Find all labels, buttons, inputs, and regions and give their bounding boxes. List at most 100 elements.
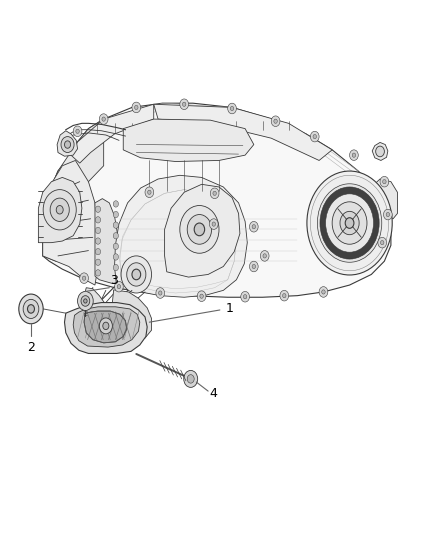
- Circle shape: [117, 285, 120, 289]
- Circle shape: [250, 261, 258, 272]
- Circle shape: [95, 248, 101, 255]
- Circle shape: [102, 117, 106, 121]
- Polygon shape: [64, 303, 147, 353]
- Circle shape: [19, 294, 43, 324]
- Circle shape: [325, 194, 374, 252]
- Circle shape: [252, 224, 255, 229]
- Circle shape: [197, 291, 206, 302]
- Circle shape: [134, 106, 138, 110]
- Circle shape: [28, 305, 35, 313]
- Polygon shape: [369, 179, 397, 219]
- Circle shape: [113, 222, 118, 228]
- Polygon shape: [154, 104, 332, 160]
- Circle shape: [99, 114, 108, 124]
- Circle shape: [230, 107, 234, 111]
- Circle shape: [132, 102, 141, 113]
- Circle shape: [121, 256, 152, 293]
- Polygon shape: [71, 104, 154, 163]
- Circle shape: [81, 296, 90, 306]
- Circle shape: [103, 322, 109, 329]
- Circle shape: [350, 150, 358, 160]
- Polygon shape: [81, 288, 116, 343]
- Circle shape: [252, 264, 255, 269]
- Polygon shape: [43, 160, 97, 285]
- Circle shape: [113, 243, 118, 249]
- Circle shape: [194, 223, 205, 236]
- Circle shape: [148, 190, 151, 195]
- Circle shape: [95, 206, 101, 213]
- Circle shape: [113, 212, 118, 217]
- Circle shape: [76, 129, 79, 133]
- Circle shape: [381, 240, 384, 245]
- Polygon shape: [123, 119, 254, 161]
- Circle shape: [307, 171, 392, 275]
- Circle shape: [280, 290, 289, 301]
- Circle shape: [228, 103, 237, 114]
- Circle shape: [209, 219, 218, 229]
- Circle shape: [95, 216, 101, 223]
- Circle shape: [213, 191, 216, 196]
- Circle shape: [274, 119, 277, 123]
- Circle shape: [113, 264, 118, 271]
- Circle shape: [313, 134, 317, 139]
- Circle shape: [132, 269, 141, 280]
- Text: 4: 4: [209, 387, 217, 400]
- Circle shape: [145, 187, 154, 198]
- Polygon shape: [115, 175, 247, 297]
- Circle shape: [250, 221, 258, 232]
- Circle shape: [95, 227, 101, 233]
- Circle shape: [378, 237, 387, 248]
- Circle shape: [113, 201, 118, 207]
- Circle shape: [156, 288, 165, 298]
- Circle shape: [263, 254, 266, 258]
- Circle shape: [210, 188, 219, 199]
- Circle shape: [319, 287, 328, 297]
- Circle shape: [95, 270, 101, 276]
- Circle shape: [61, 136, 74, 152]
- Polygon shape: [43, 119, 104, 261]
- Circle shape: [113, 254, 118, 260]
- Circle shape: [64, 141, 71, 148]
- Circle shape: [183, 102, 186, 107]
- Polygon shape: [39, 177, 82, 243]
- Circle shape: [260, 251, 269, 261]
- Circle shape: [244, 295, 247, 299]
- Circle shape: [212, 222, 215, 226]
- Circle shape: [352, 153, 356, 157]
- Circle shape: [345, 217, 354, 228]
- Polygon shape: [57, 131, 78, 156]
- Circle shape: [56, 206, 63, 214]
- Circle shape: [180, 99, 188, 110]
- Polygon shape: [165, 184, 240, 277]
- Circle shape: [322, 290, 325, 294]
- Polygon shape: [43, 103, 391, 297]
- Circle shape: [376, 146, 385, 157]
- Circle shape: [80, 273, 88, 284]
- Circle shape: [386, 213, 390, 216]
- Text: 3: 3: [110, 273, 118, 287]
- Circle shape: [380, 176, 389, 187]
- Circle shape: [187, 215, 212, 244]
- Circle shape: [82, 276, 86, 280]
- Circle shape: [84, 299, 87, 303]
- Circle shape: [113, 232, 118, 239]
- Circle shape: [384, 209, 392, 220]
- Circle shape: [318, 184, 382, 262]
- Circle shape: [283, 294, 286, 298]
- Circle shape: [332, 202, 367, 244]
- Circle shape: [383, 180, 386, 184]
- Circle shape: [340, 212, 359, 235]
- Circle shape: [311, 175, 389, 271]
- Polygon shape: [84, 311, 127, 343]
- Text: 1: 1: [226, 302, 233, 316]
- Circle shape: [95, 238, 101, 244]
- Circle shape: [43, 190, 76, 230]
- Polygon shape: [95, 199, 120, 284]
- Polygon shape: [73, 307, 140, 347]
- Circle shape: [50, 198, 69, 221]
- Circle shape: [320, 187, 379, 259]
- Circle shape: [311, 131, 319, 142]
- Circle shape: [271, 116, 280, 126]
- Circle shape: [241, 292, 250, 302]
- Circle shape: [95, 259, 101, 265]
